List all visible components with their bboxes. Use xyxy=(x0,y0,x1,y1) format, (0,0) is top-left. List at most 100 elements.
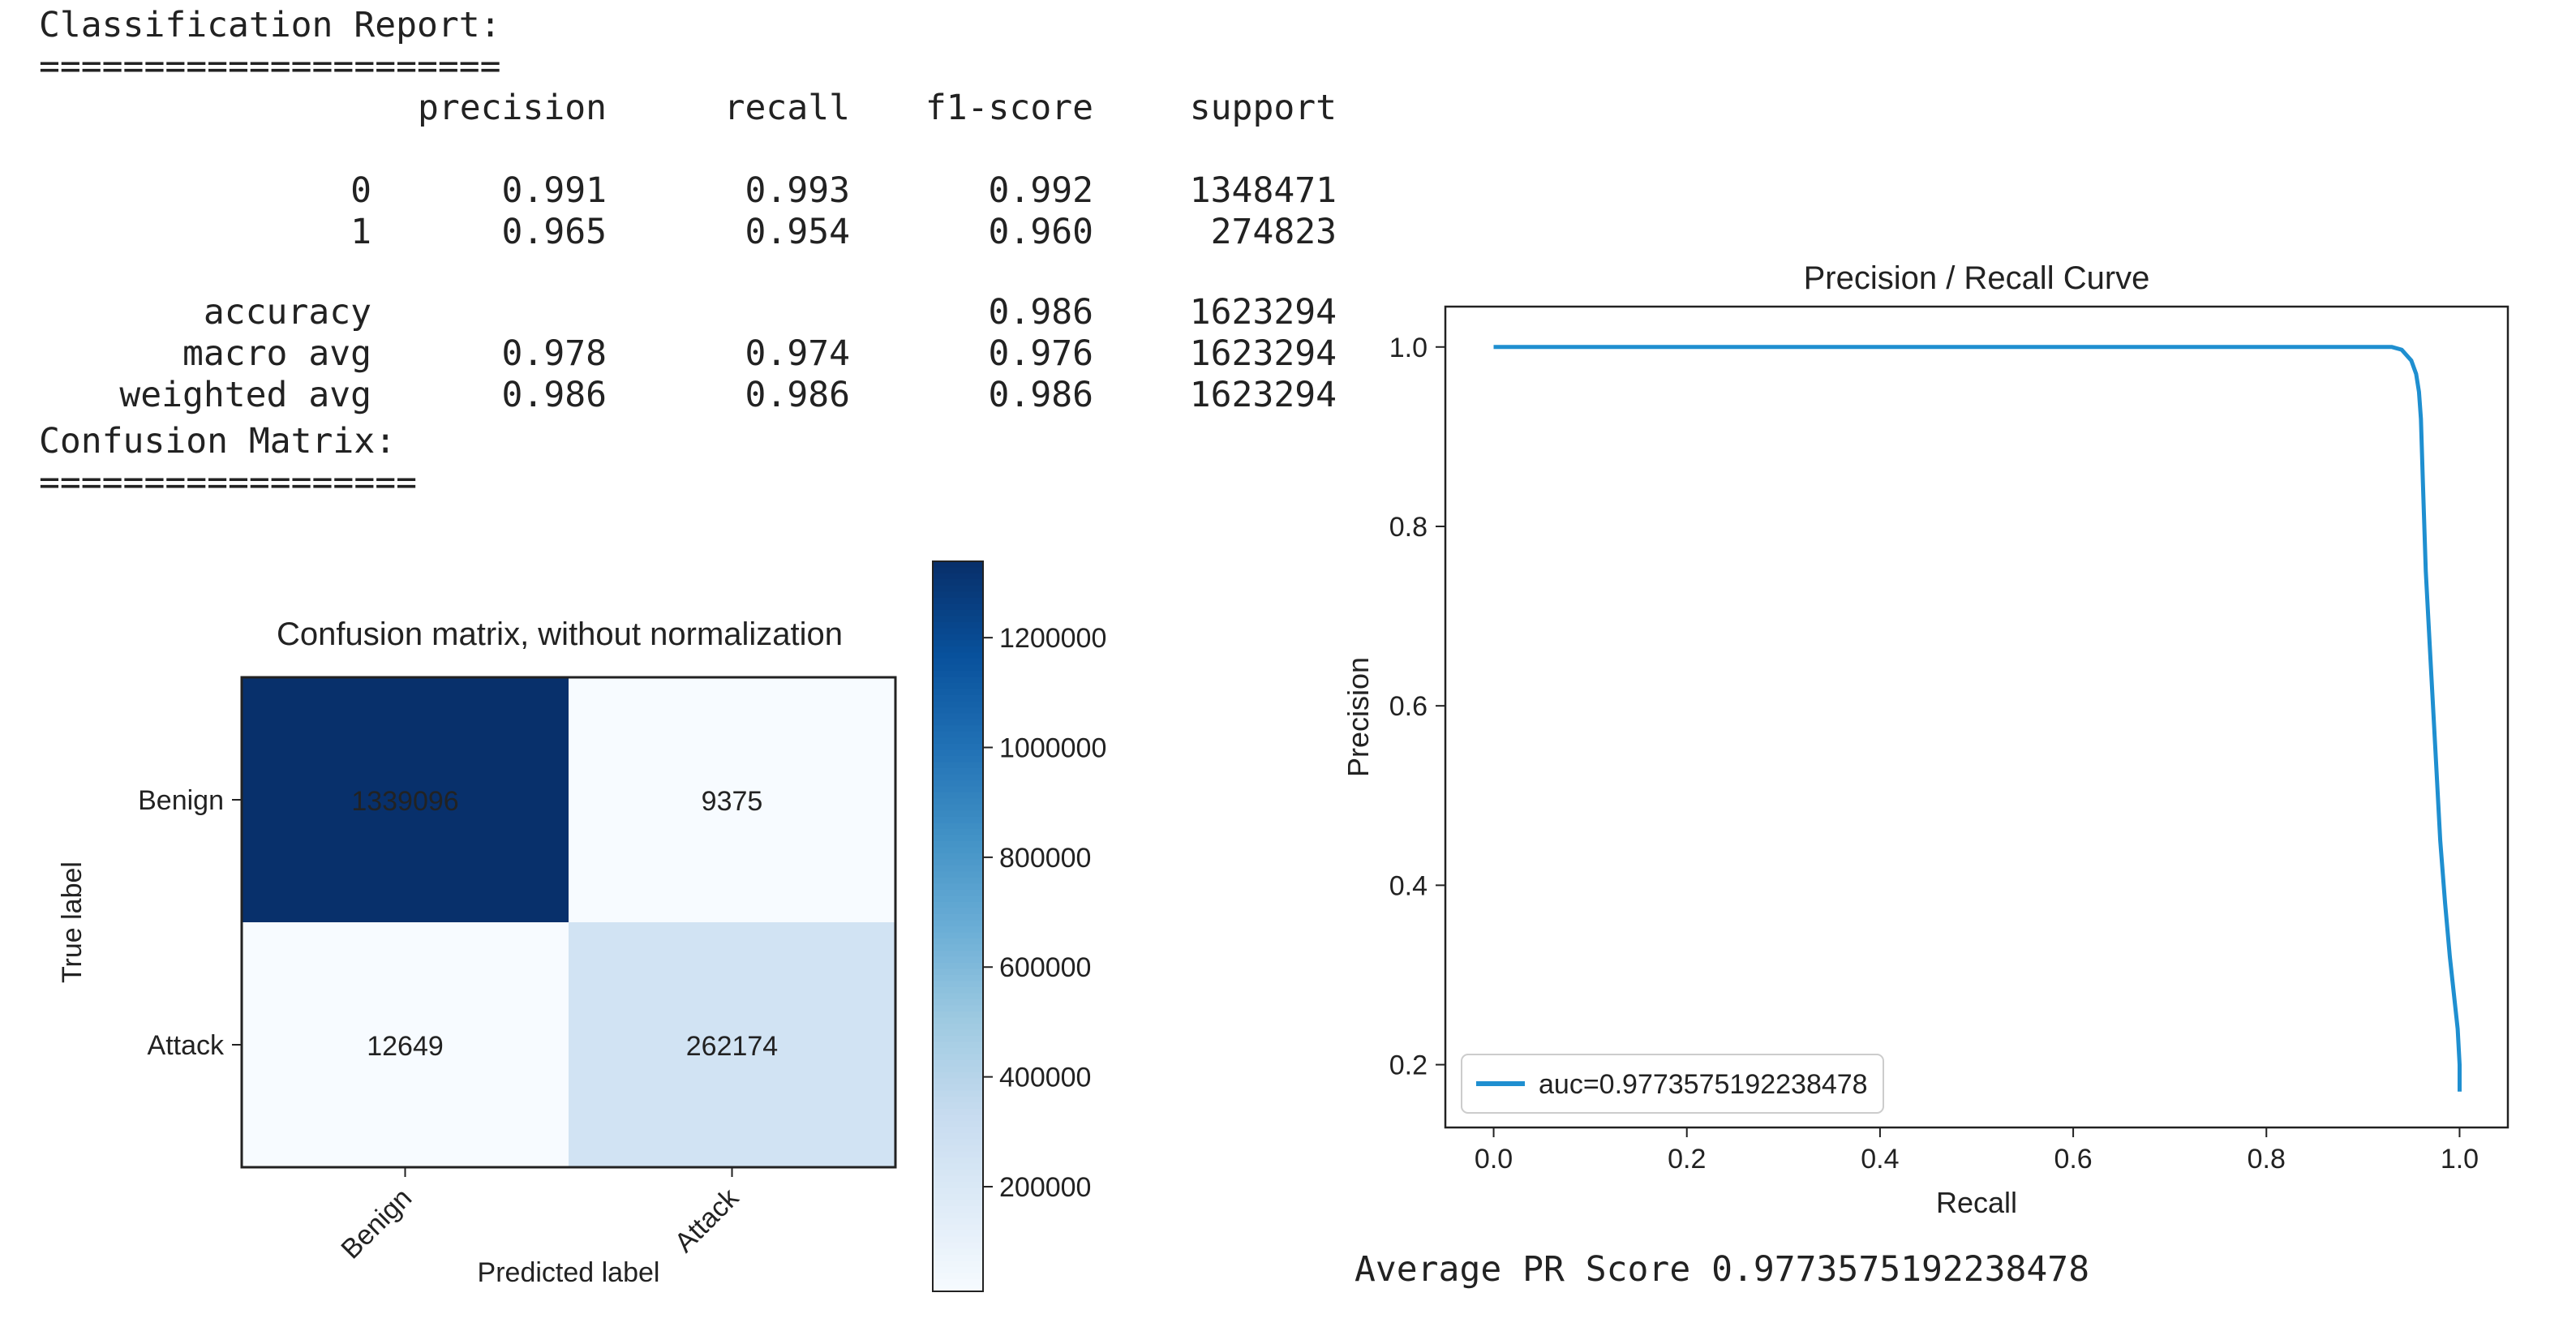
confusion-underline: ================== xyxy=(39,462,417,503)
colorbar-segment xyxy=(933,865,983,873)
colorbar-segment xyxy=(933,890,983,897)
report-cell-label: 0 xyxy=(350,170,371,211)
colorbar-segment xyxy=(933,1230,983,1238)
colorbar-segment xyxy=(933,640,983,647)
colorbar-segment xyxy=(933,646,983,654)
colorbar-segment xyxy=(933,871,983,878)
y-tick-label: Benign xyxy=(138,785,224,816)
y-tick-label: 0.2 xyxy=(1389,1050,1428,1081)
colorbar-segment xyxy=(933,1017,983,1024)
heatmap-frame xyxy=(240,676,897,1169)
colorbar-segment xyxy=(933,586,983,593)
colorbar-segment xyxy=(933,968,983,976)
pr-title: Precision / Recall Curve xyxy=(1804,260,2150,296)
colorbar-segment xyxy=(933,628,983,635)
colorbar-segment xyxy=(933,1255,983,1262)
report-cell-support: 1623294 xyxy=(1189,375,1337,415)
colorbar-segment xyxy=(933,1048,983,1055)
colorbar-segment xyxy=(933,1243,983,1250)
colorbar-segment xyxy=(933,1060,983,1067)
colorbar-segment xyxy=(933,689,983,696)
colorbar-segment xyxy=(933,610,983,617)
colorbar-segment xyxy=(933,1097,983,1104)
colorbar-frame xyxy=(932,560,984,1292)
colorbar-segment xyxy=(933,561,983,569)
colorbar-segment xyxy=(933,1102,983,1110)
confusion-title: Confusion Matrix: xyxy=(39,421,397,462)
colorbar-segment xyxy=(933,1127,983,1134)
x-axis-label: Predicted label xyxy=(478,1257,660,1288)
colorbar-segment xyxy=(933,579,983,586)
colorbar-segment xyxy=(933,683,983,690)
colorbar-segment xyxy=(933,616,983,623)
report-row: weighted avg 0.986 0.986 0.986 1623294 xyxy=(39,375,1369,416)
colorbar-segment xyxy=(933,1182,983,1189)
colorbar-segment xyxy=(933,792,983,800)
colorbar-segment xyxy=(933,1145,983,1153)
report-row: accuracy 0.986 1623294 xyxy=(39,292,1369,333)
colorbar-segment xyxy=(933,914,983,921)
report-cell-precision: 0.991 xyxy=(501,170,607,211)
colorbar-segment xyxy=(933,1042,983,1049)
colorbar-segment xyxy=(933,1109,983,1116)
heatmap-cell-label: 1339096 xyxy=(351,786,458,817)
colorbar-segment xyxy=(933,1285,983,1292)
colorbar-segment xyxy=(933,975,983,982)
colorbar-segment xyxy=(933,1200,983,1207)
colorbar-segment xyxy=(933,926,983,934)
colorbar-segment xyxy=(933,1212,983,1219)
colorbar-segment xyxy=(933,591,983,599)
colorbar-segment xyxy=(933,1011,983,1019)
report-cell-label: accuracy xyxy=(203,292,371,333)
x-tick-label: 0.4 xyxy=(1861,1144,1899,1175)
legend-box xyxy=(1461,1054,1884,1114)
header-support: support xyxy=(1189,88,1337,128)
colorbar-tick-label: 1200000 xyxy=(999,623,1106,654)
header-recall: recall xyxy=(723,88,850,128)
colorbar-segment xyxy=(933,944,983,951)
y-tick-label: Attack xyxy=(148,1030,225,1061)
colorbar-segment xyxy=(933,603,983,611)
colorbar-segment xyxy=(933,701,983,708)
colorbar-segment xyxy=(933,1267,983,1274)
colorbar-segment xyxy=(933,1188,983,1195)
colorbar-segment xyxy=(933,1078,983,1085)
heatmap-cell-label: 9375 xyxy=(702,786,763,817)
colorbar-segment xyxy=(933,853,983,861)
colorbar-segment xyxy=(933,810,983,818)
confusion-matrix-chart: Confusion matrix, without normalization 1… xyxy=(57,560,1106,1292)
x-tick-label: 0.2 xyxy=(1668,1144,1706,1175)
colorbar-segment xyxy=(933,987,983,994)
colorbar-tick-label: 200000 xyxy=(999,1172,1091,1203)
heatmap-cell xyxy=(569,922,895,1167)
colorbar-segment xyxy=(933,1273,983,1280)
colorbar-segment xyxy=(933,762,983,769)
colorbar-segment xyxy=(933,652,983,659)
colorbar-segment xyxy=(933,756,983,763)
colorbar-segment xyxy=(933,1115,983,1122)
colorbar-segment xyxy=(933,1236,983,1243)
colorbar-segment xyxy=(933,993,983,1000)
report-cell-recall: 0.954 xyxy=(745,212,850,252)
colorbar-tick-label: 400000 xyxy=(999,1063,1091,1093)
report-cell-f1: 0.976 xyxy=(988,333,1093,374)
report-cell-precision: 0.978 xyxy=(501,333,607,374)
colorbar-segment xyxy=(933,956,983,964)
colorbar-segment xyxy=(933,676,983,684)
colorbar-segment xyxy=(933,744,983,751)
report-cell-support: 1348471 xyxy=(1189,170,1337,211)
colorbar-tick-label: 600000 xyxy=(999,952,1091,983)
colorbar-segment xyxy=(933,1121,983,1128)
colorbar-segment xyxy=(933,1133,983,1140)
heatmap-cell-label: 262174 xyxy=(686,1031,778,1062)
colorbar-segment xyxy=(933,878,983,885)
report-cell-precision: 0.986 xyxy=(501,375,607,415)
x-axis-label: Recall xyxy=(1936,1186,2017,1219)
colorbar-segment xyxy=(933,671,983,678)
colorbar-segment xyxy=(933,835,983,842)
colorbar-segment xyxy=(933,749,983,757)
y-tick-label: 0.4 xyxy=(1389,870,1428,901)
report-cell-support: 1623294 xyxy=(1189,292,1337,333)
colorbar-segment xyxy=(933,829,983,836)
heatmap-cell xyxy=(242,677,569,922)
